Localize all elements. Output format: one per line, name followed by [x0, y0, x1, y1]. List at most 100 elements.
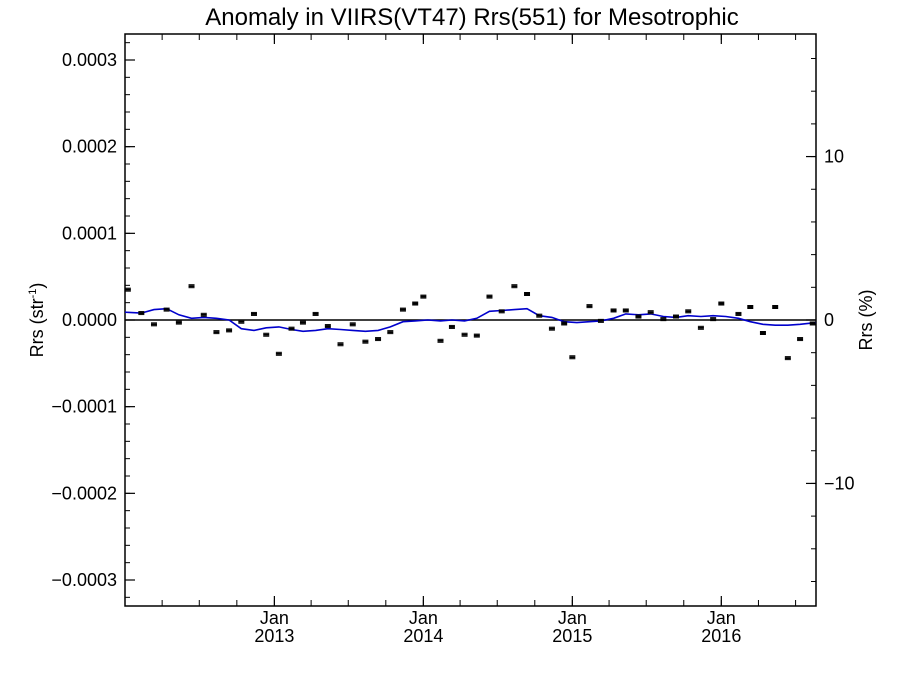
data-point [399, 307, 406, 312]
data-marker [275, 352, 282, 355]
data-point [718, 301, 725, 306]
data-point [138, 311, 145, 316]
data-marker [337, 343, 344, 346]
data-marker [597, 319, 604, 322]
data-point [524, 292, 531, 296]
data-point [809, 321, 816, 326]
data-point [299, 320, 306, 325]
y-axis: 0.0003 0.0002 0.0001 0.0000 −0.0001 −0.0002 −0… [51, 42, 135, 598]
data-point [375, 337, 382, 342]
series-line [124, 307, 817, 333]
data-marker [511, 285, 518, 288]
data-point [226, 328, 233, 333]
data-marker [288, 327, 295, 330]
data-marker [226, 329, 233, 332]
data-point [561, 321, 568, 326]
data-marker [759, 332, 766, 334]
data-point [797, 337, 804, 342]
data-marker [387, 331, 394, 334]
data-point [622, 308, 629, 313]
y2-tick-label: −10 [824, 473, 855, 493]
data-point [759, 331, 766, 335]
data-marker [188, 285, 195, 288]
data-marker [150, 323, 157, 326]
data-marker [238, 320, 245, 323]
data-marker [138, 312, 145, 315]
data-marker [437, 339, 444, 342]
data-point [660, 317, 667, 322]
data-marker [324, 325, 331, 328]
data-point [673, 314, 680, 319]
data-marker [312, 312, 319, 315]
series-line-group [124, 307, 817, 333]
data-point [188, 284, 195, 289]
x-tick-label-month: Jan [260, 608, 289, 628]
series-points-group [124, 284, 816, 361]
y-tick-label: 0.0002 [62, 137, 117, 157]
y-tick-label: 0.0000 [62, 310, 117, 330]
data-marker [647, 311, 654, 314]
chart-title: Anomaly in VIIRS(VT47) Rrs(551) for Meso… [205, 4, 739, 31]
data-marker [622, 309, 629, 312]
data-point [735, 311, 742, 316]
data-marker [486, 295, 493, 298]
data-marker [498, 310, 505, 313]
data-point [412, 301, 419, 306]
y-tick-label: 0.0003 [62, 50, 117, 70]
data-marker [349, 323, 356, 326]
y-tick-label: −0.0002 [51, 483, 117, 503]
data-point [486, 294, 493, 299]
y-axis-label-suffix: ) [27, 283, 47, 289]
data-point [569, 355, 576, 360]
data-point [473, 333, 480, 338]
data-marker [697, 326, 704, 329]
data-marker [536, 314, 543, 317]
data-marker [375, 338, 382, 341]
data-point [337, 342, 344, 347]
data-point [263, 332, 270, 337]
data-point [200, 312, 207, 317]
x-tick-label-month: Jan [707, 608, 736, 628]
data-marker [124, 288, 131, 291]
data-point [610, 308, 617, 313]
data-point [163, 307, 170, 312]
data-point [349, 322, 356, 327]
data-marker [809, 322, 816, 325]
data-marker [263, 333, 270, 336]
y2-tick-label: 0 [824, 310, 834, 330]
x-tick-label-month: Jan [409, 608, 438, 628]
data-marker [473, 334, 480, 337]
data-marker [772, 306, 779, 308]
data-point [150, 322, 157, 327]
x-tick-label-month: Jan [558, 608, 587, 628]
data-point [175, 320, 182, 325]
y2-axis: 10 0 −10 [806, 58, 855, 582]
data-marker [524, 293, 531, 295]
data-point [387, 330, 394, 335]
data-marker [420, 295, 427, 298]
data-point [597, 318, 604, 323]
y-tick-label: −0.0003 [51, 570, 117, 590]
data-marker [548, 327, 555, 330]
x-tick-label-year: 2015 [552, 626, 592, 646]
y-tick-label: 0.0001 [62, 223, 117, 243]
data-point [275, 351, 282, 356]
data-marker [747, 306, 754, 308]
data-marker [175, 321, 182, 324]
data-marker [610, 309, 617, 312]
data-point [536, 313, 543, 318]
data-marker [710, 318, 717, 321]
data-point [647, 310, 654, 315]
data-marker [399, 308, 406, 311]
data-point [548, 326, 555, 331]
data-marker [635, 315, 642, 318]
data-point [697, 325, 704, 330]
data-point [772, 305, 779, 309]
data-marker [213, 331, 220, 334]
data-point [498, 309, 505, 314]
data-marker [569, 356, 576, 359]
data-marker [660, 318, 667, 321]
data-point [437, 338, 444, 343]
